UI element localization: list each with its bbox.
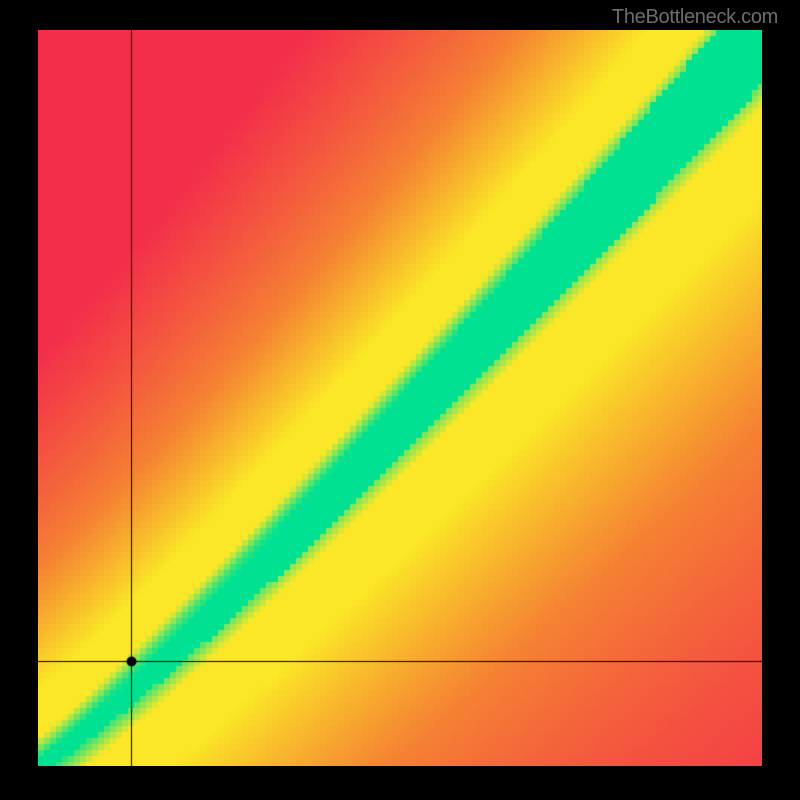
outer-frame: TheBottleneck.com [0,0,800,800]
watermark-text: TheBottleneck.com [612,6,778,29]
heatmap-chart [38,30,762,766]
heatmap-canvas [38,30,762,766]
